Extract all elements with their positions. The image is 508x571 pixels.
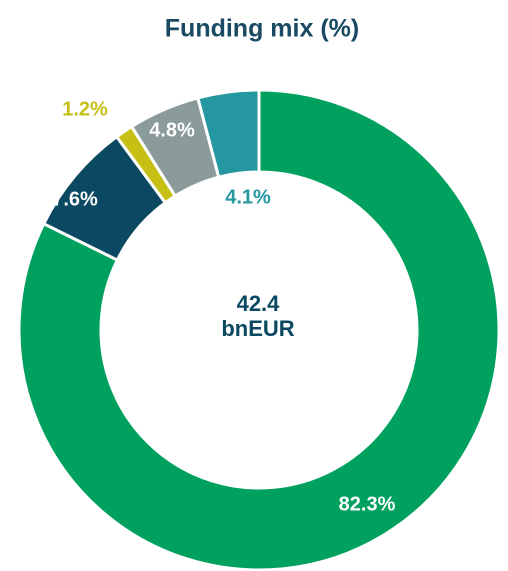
value-label: 7.6%: [52, 188, 98, 210]
chart-title: Funding mix (%): [165, 15, 359, 43]
donut-slice: [17, 88, 501, 571]
center-value: 42.4: [237, 291, 281, 316]
value-label: 1.2%: [62, 98, 108, 120]
donut-slice: [196, 88, 261, 180]
value-label: 4.8%: [149, 119, 195, 141]
center-unit: bnEUR: [221, 316, 294, 341]
value-label: 82.3%: [339, 493, 396, 515]
value-label: 4.1%: [225, 186, 271, 208]
